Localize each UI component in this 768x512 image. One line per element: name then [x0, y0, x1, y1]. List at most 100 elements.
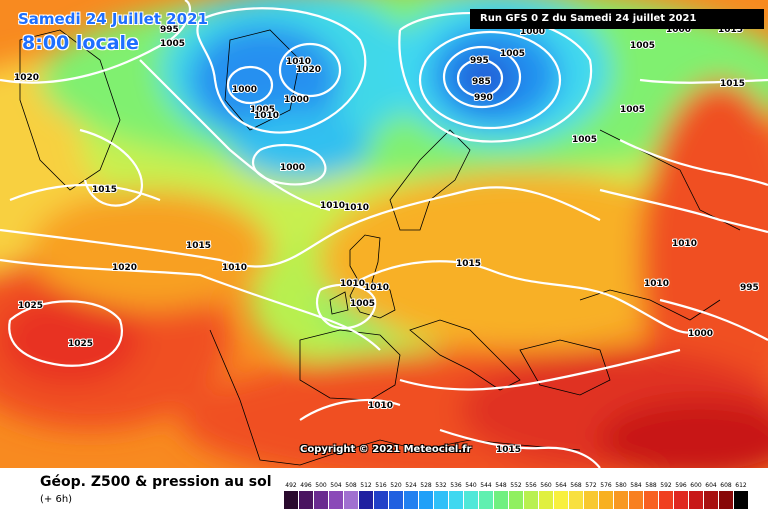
legend-swatch: [404, 491, 418, 509]
legend-tick-label: 500: [315, 482, 327, 489]
isobar-label: 1010: [320, 201, 345, 211]
legend-tick-label: 552: [510, 482, 522, 489]
legend-swatch: [629, 491, 643, 509]
legend-swatch: [599, 491, 613, 509]
model-run-label: Run GFS 0 Z du Samedi 24 juillet 2021: [470, 9, 764, 29]
legend-swatch: [539, 491, 553, 509]
legend-swatch: [284, 491, 298, 509]
legend-tick-label: 588: [645, 482, 657, 489]
legend-tick-label: 512: [360, 482, 372, 489]
legend-swatch: [689, 491, 703, 509]
legend-swatch: [704, 491, 718, 509]
isobar-label: 990: [474, 93, 493, 103]
legend-tick-label: 592: [660, 482, 672, 489]
legend-swatch: [674, 491, 688, 509]
isobar-label: 985: [472, 77, 491, 87]
legend-tick-label: 576: [600, 482, 612, 489]
isobar-labels: 995 1005 1020 1000 1005 1010 1015 1010 1…: [13, 24, 760, 456]
isobar-label: 1015: [92, 185, 117, 195]
legend-swatch: [434, 491, 448, 509]
legend-tick-label: 540: [465, 482, 477, 489]
legend-swatch: [524, 491, 538, 509]
legend-tick-label: 548: [495, 482, 507, 489]
legend-ticks: 492 496 500 504 508 512 516 520 524 528 532 536 540 5…: [285, 482, 747, 489]
legend-swatch: [734, 491, 748, 509]
legend-swatch: [479, 491, 493, 509]
legend-swatches: [284, 491, 748, 509]
isobar-label: 1020: [112, 263, 137, 273]
isobar-label: 1010: [364, 283, 389, 293]
isobar-label: 1005: [500, 49, 525, 59]
legend-tick-label: 560: [540, 482, 552, 489]
legend-tick-label: 568: [570, 482, 582, 489]
isobar-label: 1000: [284, 95, 309, 105]
legend-tick-label: 604: [705, 482, 717, 489]
isobar-label: 1010: [344, 203, 369, 213]
legend-swatch: [374, 491, 388, 509]
isobar-label: 1000: [688, 329, 713, 339]
isobar-label: 1005: [350, 299, 375, 309]
legend-swatch: [614, 491, 628, 509]
isobar-label: 1025: [18, 301, 43, 311]
isobar-label: 1015: [186, 241, 211, 251]
isobar-label: 1005: [250, 105, 275, 115]
isobar-label: 1010: [340, 279, 365, 289]
map-time-label: 8:00 locale: [22, 32, 139, 54]
isobar-label: 1010: [644, 279, 669, 289]
isobars: [0, 0, 768, 468]
legend-tick-label: 608: [720, 482, 732, 489]
isobar-label: 1000: [232, 85, 257, 95]
legend-swatch: [464, 491, 478, 509]
legend-swatch: [314, 491, 328, 509]
isobar-label: 1010: [286, 57, 311, 67]
legend-swatch: [299, 491, 313, 509]
forecast-offset: (+ 6h): [40, 494, 73, 505]
isobar-label: 1005: [620, 105, 645, 115]
legend-swatch: [569, 491, 583, 509]
map-date-label: Samedi 24 Juillet 2021: [18, 10, 208, 28]
geopotential-map: 995 1005 1020 1000 1005 1010 1015 1010 1…: [0, 0, 768, 468]
legend-tick-label: 612: [735, 482, 747, 489]
legend-swatch: [344, 491, 358, 509]
isobar-label: 1000: [520, 27, 545, 37]
color-scale-legend: 492 496 500 504 508 512 516 520 524 528 532 536 540 5…: [284, 482, 748, 509]
legend-tick-label: 532: [435, 482, 447, 489]
legend-swatch: [584, 491, 598, 509]
legend-tick-label: 584: [630, 482, 642, 489]
legend-tick-label: 492: [285, 482, 297, 489]
isobar-label: 1000: [280, 163, 305, 173]
legend-tick-label: 508: [345, 482, 357, 489]
isobar-label: 1010: [222, 263, 247, 273]
legend-swatch: [359, 491, 373, 509]
isobar-label: 1010: [672, 239, 697, 249]
legend-tick-label: 600: [690, 482, 702, 489]
isobar-label: 995: [160, 25, 179, 35]
legend-tick-label: 504: [330, 482, 342, 489]
isobar-label: 1005: [572, 135, 597, 145]
legend-tick-label: 596: [675, 482, 687, 489]
legend-swatch: [494, 491, 508, 509]
map-title: Géop. Z500 & pression au sol: [40, 474, 272, 490]
legend-swatch: [644, 491, 658, 509]
isobar-label: 1020: [296, 65, 321, 75]
isobar-label: 1010: [254, 111, 279, 121]
legend-swatch: [329, 491, 343, 509]
legend-swatch: [659, 491, 673, 509]
copyright-label: Copyright © 2021 Meteociel.fr: [300, 444, 472, 455]
geopotential-color-field: [0, 0, 768, 468]
legend-tick-label: 516: [375, 482, 387, 489]
legend-tick-label: 580: [615, 482, 627, 489]
isobar-label: 1005: [160, 39, 185, 49]
legend-tick-label: 496: [300, 482, 312, 489]
legend-tick-label: 520: [390, 482, 402, 489]
legend-tick-label: 528: [420, 482, 432, 489]
legend-swatch: [449, 491, 463, 509]
legend-tick-label: 556: [525, 482, 537, 489]
isobar-label: 1015: [456, 259, 481, 269]
legend-tick-label: 536: [450, 482, 462, 489]
legend-swatch: [719, 491, 733, 509]
legend-swatch: [419, 491, 433, 509]
isobar-label: 1015: [496, 445, 521, 455]
isobar-label: 1010: [368, 401, 393, 411]
